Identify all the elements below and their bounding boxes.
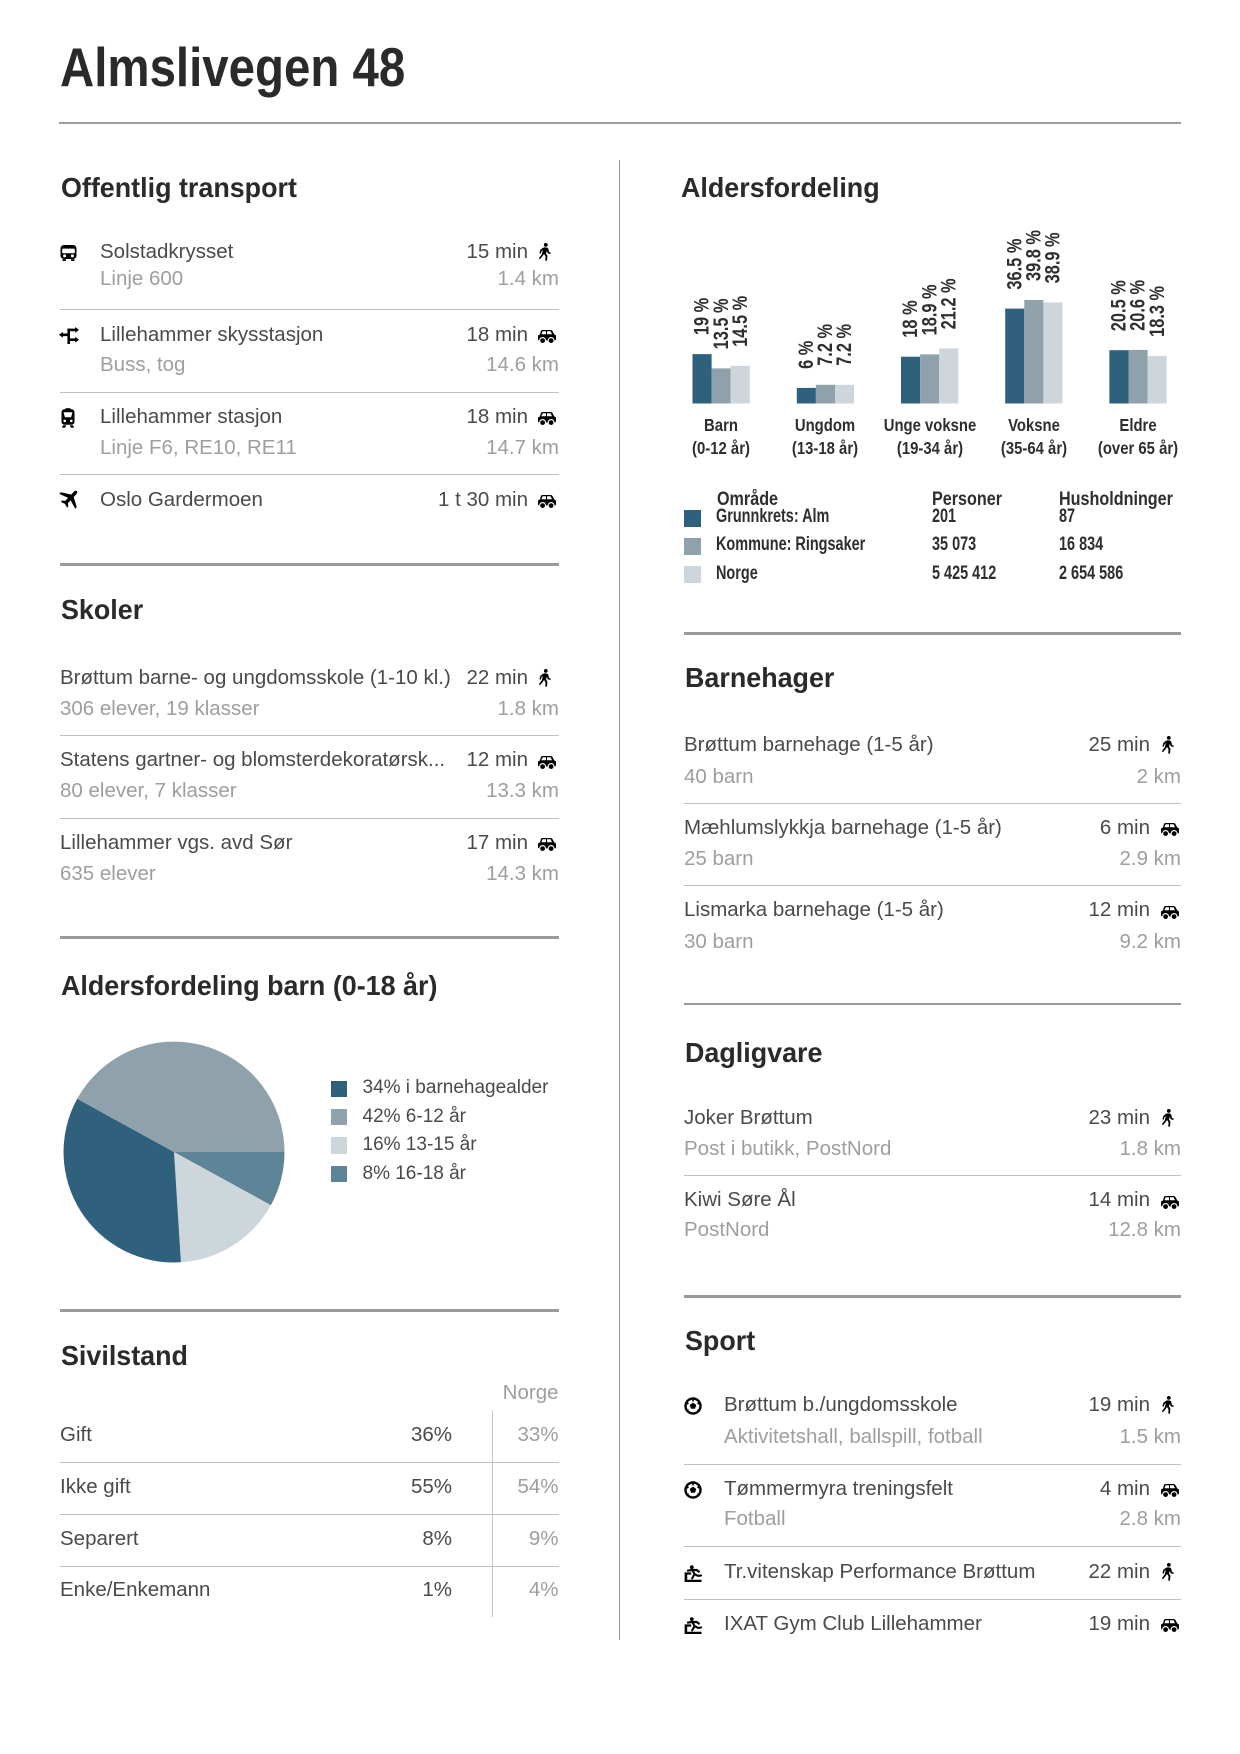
svg-text:21.2 %: 21.2 % bbox=[936, 278, 959, 329]
svg-text:19 %: 19 % bbox=[690, 298, 713, 336]
svg-text:13.5 %: 13.5 % bbox=[709, 298, 732, 349]
svg-text:18 %: 18 % bbox=[898, 300, 921, 338]
svg-text:38.9 %: 38.9 % bbox=[1041, 232, 1064, 283]
svg-text:20.6 %: 20.6 % bbox=[1126, 280, 1149, 331]
svg-text:7.2 %: 7.2 % bbox=[813, 324, 836, 366]
svg-text:7.2 %: 7.2 % bbox=[832, 324, 855, 366]
svg-text:20.5 %: 20.5 % bbox=[1107, 280, 1130, 331]
svg-text:36.5 %: 36.5 % bbox=[1002, 238, 1025, 289]
svg-text:6 %: 6 % bbox=[794, 340, 817, 368]
svg-text:18.9 %: 18.9 % bbox=[917, 284, 940, 335]
svg-text:14.5 %: 14.5 % bbox=[728, 296, 751, 347]
svg-text:18.3 %: 18.3 % bbox=[1145, 286, 1168, 337]
svg-text:39.8 %: 39.8 % bbox=[1022, 230, 1045, 281]
